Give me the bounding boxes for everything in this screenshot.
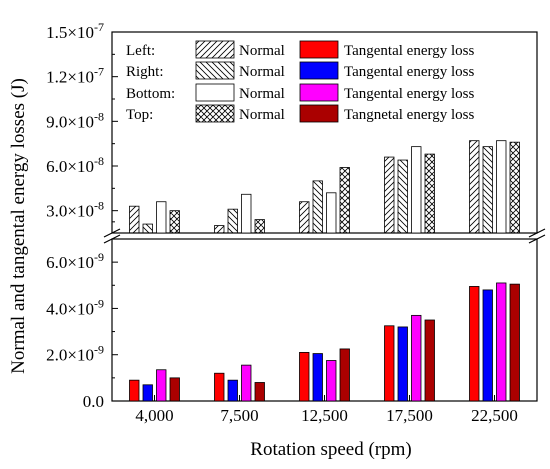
lower-panel: 0.0 2.0×10-9 4.0×10-9 6.0×10-9 4,000 7,500 12,… xyxy=(46,238,538,425)
tangential-bar xyxy=(411,314,422,402)
legend-normal-label: Normal xyxy=(239,64,285,80)
legend-swatch-tangential xyxy=(299,104,339,123)
normal-bar-bottom xyxy=(156,201,167,234)
normal-bar-bottom xyxy=(411,146,422,234)
tangential-bar xyxy=(482,289,493,402)
x-tick-label: 22,500 xyxy=(471,406,518,425)
tangential-bar xyxy=(384,325,395,402)
normal-bar-left xyxy=(129,205,140,234)
x-tick-label: 7,500 xyxy=(220,406,258,425)
tangential-bar xyxy=(509,283,520,402)
legend-tangential-label: Tangental energy loss xyxy=(344,64,474,80)
y-tick-label: 1.5×10-7 xyxy=(46,20,104,42)
tangential-bar xyxy=(254,382,265,402)
y-axis-title: Normal and tangental energy losses (J) xyxy=(8,78,29,374)
x-tick-label: 4,000 xyxy=(135,406,173,425)
break-slash xyxy=(528,228,546,238)
tangential-bar xyxy=(299,351,310,402)
legend: Left: Normal Tangental energy loss Right: No… xyxy=(126,40,474,123)
legend-position-label: Bottom: xyxy=(126,86,175,102)
break-gap xyxy=(104,234,120,238)
tangential-bar xyxy=(241,364,252,402)
legend-position-label: Top: xyxy=(126,107,153,123)
normal-bar-right xyxy=(142,223,153,234)
normal-bar-left xyxy=(214,225,225,234)
y-tick-label: 3.0×10-8 xyxy=(46,199,104,221)
tangential-bar xyxy=(169,377,180,402)
normal-bar-bottom xyxy=(496,140,507,234)
break-slash xyxy=(103,234,121,244)
normal-bar-top xyxy=(254,219,265,234)
legend-swatch-tangential xyxy=(299,61,339,80)
normal-bar-top xyxy=(339,167,350,234)
legend-position-label: Left: xyxy=(126,43,155,59)
x-axis-title: Rotation speed (rpm) xyxy=(250,439,411,460)
normal-bar-top xyxy=(424,153,435,234)
legend-tangential-label: Tangnetal energy loss xyxy=(344,107,474,123)
tangential-bar xyxy=(129,379,140,402)
tangential-bar xyxy=(214,372,225,402)
legend-swatch-normal xyxy=(195,104,235,123)
break-gap xyxy=(529,234,545,238)
y-tick-label: 6.0×10-9 xyxy=(46,250,104,272)
normal-bar-left xyxy=(384,156,395,234)
y-tick-label: 6.0×10-8 xyxy=(46,154,104,176)
normal-bar-bottom xyxy=(326,192,337,234)
legend-normal-label: Normal xyxy=(239,43,285,59)
tangential-bar xyxy=(496,282,507,402)
tangential-bar xyxy=(227,379,238,402)
y-tick-label: 4.0×10-9 xyxy=(46,296,104,318)
y-tick-label: 2.0×10-9 xyxy=(46,343,104,365)
tangential-bar xyxy=(142,384,153,402)
normal-bar-left xyxy=(469,140,480,234)
normal-bar-right xyxy=(397,159,408,234)
legend-swatch-normal xyxy=(195,40,235,59)
axis-break xyxy=(103,228,546,244)
normal-bar-bottom xyxy=(241,193,252,234)
x-tick-label: 17,500 xyxy=(386,406,433,425)
break-slash xyxy=(103,228,121,238)
normal-bar-right xyxy=(227,208,238,234)
tangential-bar xyxy=(326,360,337,402)
legend-position-label: Right: xyxy=(126,64,164,80)
legend-swatch-tangential xyxy=(299,40,339,59)
legend-swatch-normal xyxy=(195,61,235,80)
y-tick-label: 0.0 xyxy=(83,392,104,411)
normal-bar-right xyxy=(482,146,493,234)
legend-normal-label: Normal xyxy=(239,86,285,102)
normal-bar-top xyxy=(169,210,180,234)
legend-tangential-label: Tangental energy loss xyxy=(344,43,474,59)
y-tick-label: 9.0×10-8 xyxy=(46,109,104,131)
x-tick-label: 12,500 xyxy=(301,406,348,425)
legend-normal-label: Normal xyxy=(239,107,285,123)
break-slash xyxy=(528,234,546,244)
tangential-bar xyxy=(339,348,350,402)
legend-swatch-tangential xyxy=(299,83,339,102)
tangential-bar xyxy=(397,326,408,402)
tangential-bar xyxy=(424,319,435,402)
legend-swatch-normal xyxy=(195,83,235,102)
y-tick-label: 1.2×10-7 xyxy=(46,65,104,87)
tangential-bar xyxy=(156,369,167,402)
upper-panel: 3.0×10-8 6.0×10-8 9.0×10-8 1.2×10-7 1.5×10-7 xyxy=(46,20,538,234)
normal-bar-top xyxy=(509,141,520,234)
normal-bar-right xyxy=(312,180,323,234)
upper-plot-frame xyxy=(111,31,538,234)
normal-bar-left xyxy=(299,201,310,234)
tangential-bar xyxy=(469,286,480,402)
tangential-bar xyxy=(312,353,323,402)
legend-tangential-label: Tangental energy loss xyxy=(344,86,474,102)
